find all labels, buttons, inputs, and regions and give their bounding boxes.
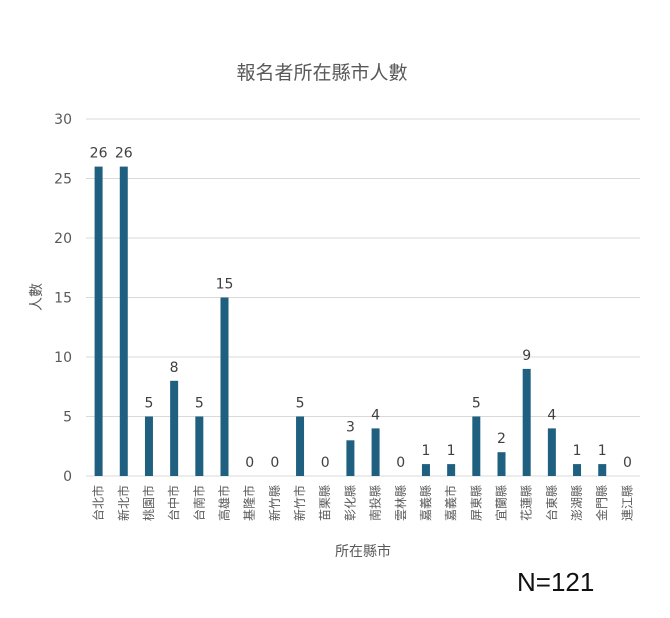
bar-宜蘭縣 [497,452,506,476]
x-axis-label: 所在縣市 [335,543,391,560]
x-tick-label: 金門縣 [594,485,609,521]
x-tick-label: 屏東縣 [469,485,483,521]
bar-台南市 [195,416,204,476]
data-label: 9 [522,348,531,364]
data-label: 4 [547,407,556,423]
data-label: 1 [447,443,456,459]
x-tick-label: 宜蘭縣 [494,485,509,521]
data-label: 5 [472,396,481,412]
data-label: 1 [421,443,430,459]
x-tick-label: 新竹縣 [267,485,282,521]
bar-新北市 [119,166,128,476]
x-tick-label: 台中市 [166,485,181,521]
x-tick-label: 新北市 [116,485,131,521]
y-tick-label: 30 [54,112,72,128]
y-tick-label: 20 [54,231,72,247]
y-tick-label: 25 [54,172,72,188]
data-label: 0 [623,455,632,471]
x-axis-ticks: 台北市 新北市 桃園市 台中市 台南市 高雄市 基隆市 新竹縣 新竹市 苗栗縣 彰化縣 南投縣 雲林縣嘉… [91,485,635,521]
data-label: 26 [115,146,133,162]
data-label: 0 [270,455,279,471]
bar-台東縣 [547,428,556,476]
data-label: 5 [296,396,305,412]
y-axis-ticks: 0 5 10 15 20 25 30 [54,112,72,485]
x-tick-label: 彰化縣 [342,485,357,521]
data-label: 0 [396,455,405,471]
x-tick-label: 澎湖縣 [569,485,584,521]
data-label: 1 [573,443,582,459]
x-tick-label: 嘉義市 [443,485,458,521]
x-tick-label: 嘉義縣 [418,485,433,521]
bar-新竹市 [296,416,305,476]
bar-台中市 [170,380,179,476]
y-tick-label: 10 [54,350,72,366]
x-tick-label: 苗栗縣 [318,485,332,521]
y-tick-label: 5 [63,410,72,426]
y-tick-label: 15 [54,291,72,307]
y-tick-label: 0 [63,469,72,485]
bar-高雄市 [220,297,229,476]
y-axis-label: 人數 [29,283,45,311]
bar-台北市 [94,166,103,476]
data-label: 3 [346,419,355,435]
x-tick-label: 台北市 [91,485,106,521]
bar-嘉義市 [447,464,456,476]
x-tick-label: 南投縣 [368,485,383,521]
x-tick-label: 雲林縣 [394,485,408,521]
data-label: 8 [170,360,179,376]
x-tick-label: 基隆市 [242,485,257,521]
bars [94,166,607,476]
data-label: 1 [598,443,607,459]
bar-桃園市 [144,416,153,476]
x-tick-label: 新竹市 [292,485,307,521]
x-tick-label: 台東縣 [544,485,559,521]
data-label: 15 [216,277,234,293]
bar-彰化縣 [346,440,355,476]
bar-花蓮縣 [522,368,531,476]
data-label: 0 [321,455,330,471]
chart-title: 報名者所在縣市人數 [236,62,407,84]
data-label: 2 [497,431,506,447]
x-tick-label: 台南市 [191,485,206,521]
bar-金門縣 [598,464,607,476]
bar-嘉義縣 [421,464,430,476]
data-label: 26 [90,146,108,162]
bar-澎湖縣 [573,464,582,476]
x-tick-label: 桃園市 [141,485,156,521]
data-label: 5 [144,396,153,412]
x-tick-label: 連江縣 [620,485,634,521]
x-tick-label: 高雄市 [217,485,232,521]
x-tick-label: 花蓮縣 [519,485,534,521]
sample-size-note: N=121 [517,567,595,597]
data-label: 0 [245,455,254,471]
gridlines [86,118,640,477]
data-label: 4 [371,407,380,423]
bar-南投縣 [371,428,380,476]
bar-屏東縣 [472,416,481,476]
data-label: 5 [195,396,204,412]
